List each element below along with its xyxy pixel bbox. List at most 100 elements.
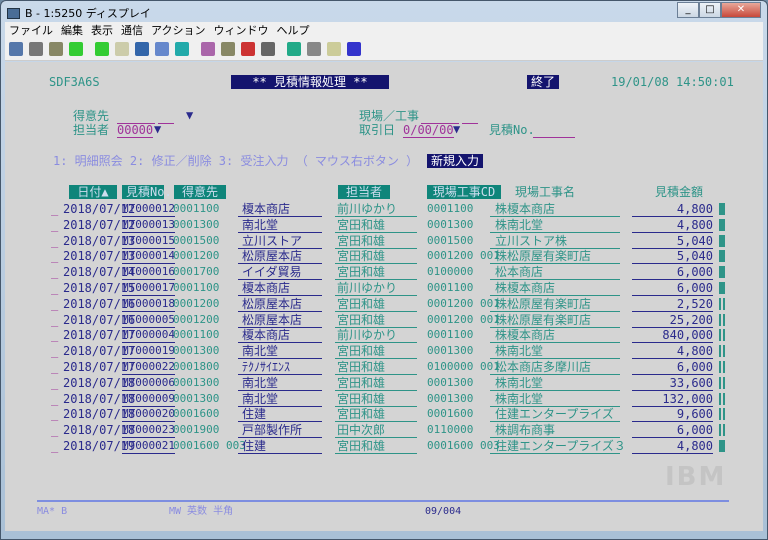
row-select-input[interactable]: _ [51, 439, 59, 453]
scrollbar-segment[interactable] [719, 345, 725, 358]
row-quote-no[interactable]: MT000023 [122, 423, 175, 439]
menu-2[interactable]: 表示 [91, 24, 113, 37]
keyboard-icon[interactable] [221, 42, 235, 56]
column-header-1[interactable]: 見積No. [122, 185, 172, 199]
quote-no-input[interactable] [533, 123, 575, 138]
send-icon[interactable] [69, 42, 83, 56]
row-select-input[interactable]: _ [51, 249, 59, 264]
row-select-input[interactable]: _ [51, 281, 59, 295]
play-icon[interactable] [287, 42, 301, 56]
notes-icon[interactable] [327, 42, 341, 56]
row-quote-no[interactable]: MT000022 [122, 360, 175, 375]
column-header-2[interactable]: 得意先 [174, 185, 226, 199]
scrollbar-segment[interactable] [719, 408, 725, 421]
scrollbar-segment[interactable] [719, 392, 725, 405]
row-select-input[interactable]: _ [51, 391, 59, 406]
customer-branch-input[interactable] [158, 109, 174, 124]
column-header-4[interactable]: 現場工事CD [427, 185, 501, 199]
row-select-input[interactable]: _ [51, 344, 59, 359]
scrollbar-segment[interactable] [719, 440, 725, 452]
macro-icon[interactable] [135, 42, 149, 56]
color-icon[interactable] [201, 42, 215, 56]
settings-icon[interactable] [155, 42, 169, 56]
menu-1[interactable]: 編集 [61, 24, 83, 37]
program-id: SDF3A6S [49, 75, 100, 89]
row-quote-no[interactable]: MT000019 [122, 344, 175, 360]
minimize-button[interactable]: _ [677, 2, 699, 18]
help-text: 1: 明細照会 2: 修正／削除 3: 受注入力 （ マウス右ボタン ） [53, 154, 419, 168]
menu-0[interactable]: ファイル [9, 24, 53, 37]
file-icon[interactable] [115, 42, 129, 56]
row-quote-no[interactable]: MT000016 [122, 265, 175, 281]
scrollbar-segment[interactable] [719, 376, 725, 389]
row-select-input[interactable]: _ [51, 407, 59, 422]
row-quote-no[interactable]: MT000021 [122, 439, 175, 454]
site-branch-input[interactable] [462, 109, 478, 124]
row-select-input[interactable]: _ [51, 265, 59, 280]
print-screen-icon[interactable] [9, 42, 23, 56]
row-quote-no[interactable]: MT000006 [122, 375, 175, 391]
scrollbar-segment[interactable] [719, 424, 725, 437]
exit-button[interactable]: 終了 [527, 75, 560, 89]
row-quote-no[interactable]: MT000004 [122, 328, 175, 344]
scrollbar-segment[interactable] [719, 297, 725, 310]
column-header-6[interactable]: 見積金額 [655, 185, 704, 199]
scrollbar-segment[interactable] [719, 282, 725, 294]
help-icon[interactable] [347, 42, 361, 56]
row-select-input[interactable]: _ [51, 217, 59, 232]
column-header-0[interactable]: 日付▲ [69, 185, 117, 199]
new-entry-button[interactable]: 新規入力 [427, 154, 484, 168]
copy-icon[interactable] [29, 42, 43, 56]
terminal-screen[interactable]: SDF3A6S ** 見積情報処理 ** 終了 19/01/08 14:50:0… [5, 62, 763, 531]
scrollbar-segment[interactable] [719, 361, 725, 373]
row-quote-no[interactable]: MT000015 [122, 233, 175, 249]
paste-icon[interactable] [49, 42, 63, 56]
row-select-input[interactable]: _ [51, 328, 59, 343]
row-select-input[interactable]: _ [51, 423, 59, 438]
customer-input[interactable] [117, 109, 155, 124]
site-input[interactable] [421, 109, 459, 124]
row-site-code: 0110000 [427, 423, 474, 437]
scrollbar-segment[interactable] [719, 250, 725, 263]
receive-icon[interactable] [95, 42, 109, 56]
row-quote-no[interactable]: MT000009 [122, 391, 175, 407]
row-select-input[interactable]: _ [51, 312, 59, 327]
stop-icon[interactable] [261, 42, 275, 56]
record-icon[interactable] [241, 42, 255, 56]
row-quote-no[interactable]: MT000012 [122, 202, 175, 217]
menu-3[interactable]: 通信 [121, 24, 143, 37]
scrollbar-segment[interactable] [719, 218, 725, 231]
date-input[interactable]: 0/00/00 [403, 123, 454, 138]
menu-5[interactable]: ウィンドウ [213, 24, 269, 37]
row-quote-no[interactable]: MT000018 [122, 296, 175, 312]
scrollbar-segment[interactable] [719, 266, 725, 279]
row-quote-no[interactable]: MT000020 [122, 407, 175, 423]
scrollbar-segment[interactable] [719, 234, 725, 247]
staff-dropdown-icon[interactable]: ▼ [154, 122, 162, 136]
customer-dropdown-icon[interactable]: ▼ [186, 108, 194, 122]
column-header-3[interactable]: 担当者 [338, 185, 390, 199]
scrollbar-segment[interactable] [719, 313, 725, 326]
staff-input[interactable]: 00000 [117, 123, 154, 138]
date-dropdown-icon[interactable]: ▼ [453, 122, 461, 136]
menu-4[interactable]: アクション [151, 24, 206, 37]
close-button[interactable]: ✕ [721, 2, 761, 18]
pause-icon[interactable] [307, 42, 321, 56]
row-select-input[interactable]: _ [51, 202, 59, 216]
row-quote-no[interactable]: MT000017 [122, 281, 175, 296]
row-quote-no[interactable]: MT000005 [122, 312, 175, 328]
maximize-button[interactable]: □ [699, 2, 721, 18]
scrollbar-segment[interactable] [719, 203, 725, 215]
row-quote-no[interactable]: MT000013 [122, 217, 175, 233]
row-staff: 前川ゆかり [335, 328, 417, 344]
column-header-5[interactable]: 現場工事名 [515, 185, 576, 199]
row-select-input[interactable]: _ [51, 296, 59, 311]
display-icon[interactable] [175, 42, 189, 56]
scrollbar-segment[interactable] [719, 329, 725, 342]
row-staff: 宮田和雄 [335, 344, 417, 360]
row-select-input[interactable]: _ [51, 233, 59, 248]
row-select-input[interactable]: _ [51, 360, 59, 374]
row-quote-no[interactable]: MT000014 [122, 249, 175, 265]
menu-6[interactable]: ヘルプ [276, 24, 310, 37]
row-select-input[interactable]: _ [51, 375, 59, 390]
